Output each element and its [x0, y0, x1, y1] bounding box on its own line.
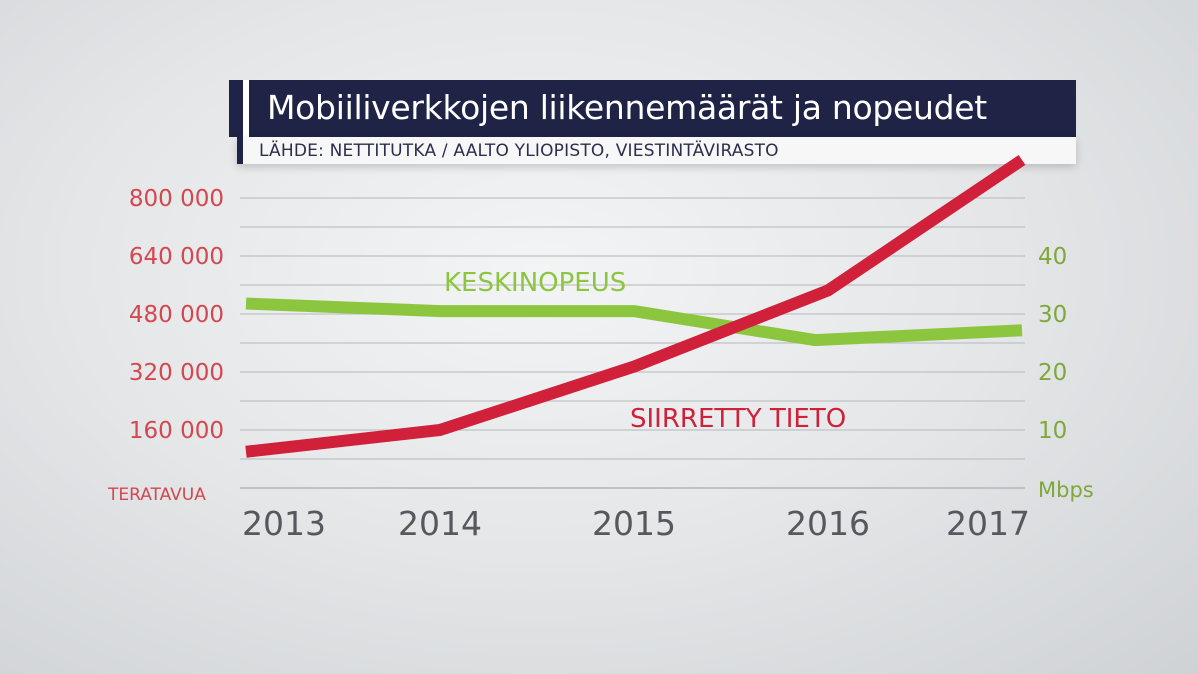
- x-tick-label: 2015: [592, 504, 676, 543]
- x-axis-ticks: 2013 2014 2015 2016 2017: [242, 504, 1030, 543]
- chart-title: Mobiiliverkkojen liikennemäärät ja nopeu…: [267, 88, 987, 127]
- right-tick-label: 20: [1038, 360, 1067, 386]
- subtitle-bar: LÄHDE: NETTITUTKA / AALTO YLIOPISTO, VIE…: [237, 137, 1076, 164]
- subtitle-accent: [237, 137, 243, 164]
- x-tick-label: 2017: [946, 504, 1030, 543]
- x-tick-label: 2016: [786, 504, 870, 543]
- chart-source: LÄHDE: NETTITUTKA / AALTO YLIOPISTO, VIE…: [259, 141, 779, 161]
- left-tick-label: 320 000: [129, 360, 224, 386]
- left-tick-label: 800 000: [129, 186, 224, 212]
- left-tick-label: 160 000: [129, 418, 224, 444]
- series-line-keskinopeus: [245, 297, 1023, 347]
- right-axis-unit: Mbps: [1038, 478, 1094, 502]
- title-accent: [243, 80, 249, 137]
- series-lines: [245, 154, 1026, 458]
- x-tick-label: 2013: [242, 504, 326, 543]
- left-tick-label: 480 000: [129, 302, 224, 328]
- left-axis-ticks: 160 000 320 000 480 000 640 000 800 000: [129, 186, 224, 444]
- right-tick-label: 10: [1038, 418, 1067, 444]
- left-tick-label: 640 000: [129, 244, 224, 270]
- right-axis-ticks: 10 20 30 40: [1038, 244, 1067, 444]
- series-line-siirretty-tieto: [245, 154, 1026, 458]
- title-bar: Mobiiliverkkojen liikennemäärät ja nopeu…: [229, 80, 1076, 137]
- right-tick-label: 30: [1038, 302, 1067, 328]
- series-label-keskinopeus: KESKINOPEUS: [444, 268, 626, 298]
- series-label-siirretty-tieto: SIIRRETTY TIETO: [630, 404, 846, 434]
- right-tick-label: 40: [1038, 244, 1067, 270]
- x-tick-label: 2014: [398, 504, 482, 543]
- left-axis-unit: TERATAVUA: [107, 485, 206, 505]
